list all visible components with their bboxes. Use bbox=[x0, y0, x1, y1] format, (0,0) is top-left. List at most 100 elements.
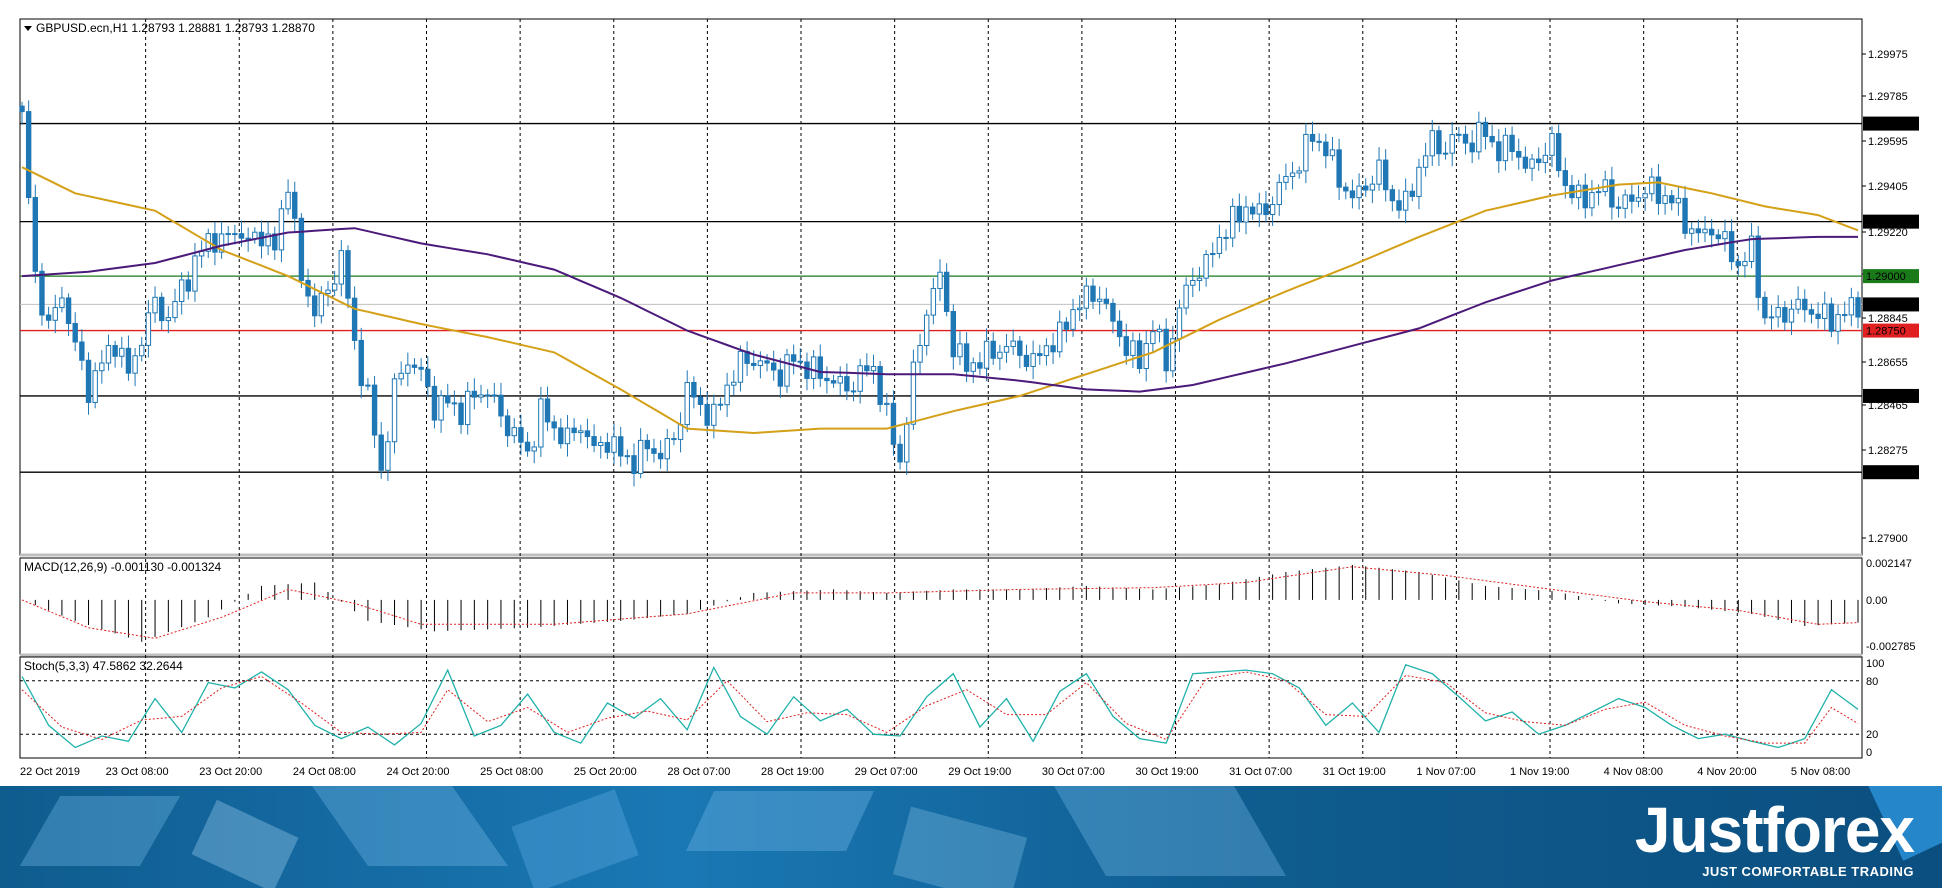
stoch-label: Stoch(5,3,3) 47.5862 32.2644 bbox=[24, 659, 183, 673]
candle-body bbox=[1782, 307, 1788, 323]
candle-body bbox=[405, 364, 411, 374]
candle-body bbox=[45, 314, 52, 321]
candle-body bbox=[1649, 176, 1655, 195]
macd-tick-label: -0.002785 bbox=[1866, 641, 1916, 653]
candle-body bbox=[272, 233, 278, 251]
candle-body bbox=[185, 279, 192, 292]
candle-body bbox=[624, 455, 631, 458]
candle-body bbox=[278, 208, 285, 251]
candle-body bbox=[1110, 302, 1116, 322]
macd-signal-line bbox=[21, 566, 1859, 639]
time-tick-label: 25 Oct 20:00 bbox=[574, 766, 637, 778]
candle-body bbox=[212, 233, 218, 253]
justforex-logo: Justforex JUST COMFORTABLE TRADING bbox=[1634, 794, 1915, 879]
stoch-tick-label: 80 bbox=[1866, 676, 1878, 688]
time-tick-label: 28 Oct 19:00 bbox=[761, 766, 824, 778]
candle-body bbox=[172, 301, 178, 319]
candle-body bbox=[1715, 234, 1722, 240]
candle-body bbox=[325, 289, 331, 294]
candle-body bbox=[1090, 285, 1096, 302]
candle-body bbox=[1256, 203, 1263, 215]
candle-body bbox=[1748, 235, 1755, 262]
candle-body bbox=[711, 403, 717, 426]
time-tick-label: 4 Nov 08:00 bbox=[1604, 766, 1663, 778]
level-price-label: 1.29000 bbox=[1866, 271, 1906, 283]
candle-body bbox=[844, 376, 850, 392]
candle-body bbox=[1742, 260, 1748, 267]
candle-body bbox=[598, 442, 604, 447]
macd-tick-label: 0.00 bbox=[1866, 595, 1887, 607]
time-tick-label: 29 Oct 07:00 bbox=[855, 766, 918, 778]
candle-body bbox=[1336, 149, 1342, 188]
candle-body bbox=[478, 394, 484, 398]
symbol-header: GBPUSD.ecn,H1 1.28793 1.28881 1.28793 1.… bbox=[36, 21, 315, 35]
candle-body bbox=[558, 427, 564, 445]
candle-body bbox=[418, 366, 424, 370]
level-price-label: 1.28100 bbox=[1866, 467, 1906, 479]
candle-body bbox=[1555, 133, 1562, 172]
candle-body bbox=[751, 362, 757, 367]
time-tick-label: 23 Oct 20:00 bbox=[199, 766, 262, 778]
level-price-tag bbox=[1863, 214, 1919, 229]
candle-body bbox=[804, 361, 810, 379]
candle-body bbox=[1276, 181, 1282, 206]
price-tick-label: 1.28275 bbox=[1868, 445, 1908, 457]
time-tick-label: 4 Nov 20:00 bbox=[1697, 766, 1756, 778]
candle-body bbox=[92, 370, 98, 403]
candle-body bbox=[1496, 141, 1502, 162]
candle-body bbox=[1382, 159, 1389, 191]
candle-body bbox=[631, 455, 637, 475]
candle-body bbox=[830, 380, 837, 384]
price-tick-label: 1.29785 bbox=[1868, 91, 1908, 103]
candle-body bbox=[1708, 228, 1715, 236]
candle-body bbox=[1722, 231, 1728, 240]
level-price-label: 1.28450 bbox=[1866, 391, 1906, 403]
candle-body bbox=[1183, 284, 1189, 309]
candle-body bbox=[1642, 193, 1648, 199]
candle-body bbox=[491, 394, 498, 397]
candle-body bbox=[1422, 155, 1429, 168]
candle-body bbox=[1076, 307, 1083, 311]
candle-body bbox=[1249, 206, 1256, 215]
stoch-tick-label: 0 bbox=[1866, 747, 1872, 759]
candle-body bbox=[997, 351, 1003, 359]
candle-body bbox=[378, 434, 384, 471]
candle-body bbox=[970, 362, 976, 372]
candle-body bbox=[152, 296, 158, 314]
price-tick-label: 1.29405 bbox=[1868, 181, 1908, 193]
candle-body bbox=[1363, 185, 1369, 191]
candle-body bbox=[1828, 303, 1835, 332]
candle-body bbox=[784, 354, 790, 387]
candle-body bbox=[1010, 340, 1016, 348]
candle-body bbox=[604, 442, 611, 453]
candle-body bbox=[850, 390, 857, 393]
candle-body bbox=[1070, 309, 1076, 330]
time-tick-label: 30 Oct 07:00 bbox=[1042, 766, 1105, 778]
candle-body bbox=[1130, 340, 1136, 356]
candle-body bbox=[1229, 205, 1236, 239]
candle-body bbox=[218, 233, 225, 253]
candle-body bbox=[524, 441, 531, 452]
candle-body bbox=[1296, 170, 1302, 174]
logo-text: Justforex bbox=[1634, 794, 1915, 866]
candle-body bbox=[1196, 277, 1203, 281]
candle-body bbox=[737, 350, 744, 383]
candle-body bbox=[145, 312, 152, 346]
candle-body bbox=[1635, 197, 1642, 202]
candle-body bbox=[72, 322, 78, 343]
candle-body bbox=[79, 341, 85, 361]
candle-body bbox=[1449, 134, 1455, 154]
candle-body bbox=[411, 364, 418, 368]
stoch-d-line bbox=[21, 671, 1859, 744]
level-price-tag bbox=[1863, 465, 1919, 480]
dropdown-triangle-icon[interactable] bbox=[24, 26, 32, 31]
candle-body bbox=[890, 402, 897, 445]
candle-body bbox=[937, 271, 943, 289]
candle-body bbox=[125, 347, 132, 374]
candle-body bbox=[1688, 228, 1695, 234]
candle-body bbox=[1775, 307, 1781, 318]
candle-body bbox=[578, 430, 584, 434]
candle-body bbox=[657, 452, 664, 460]
price-tick-label: 1.29595 bbox=[1868, 136, 1908, 148]
candle-body bbox=[644, 439, 651, 450]
